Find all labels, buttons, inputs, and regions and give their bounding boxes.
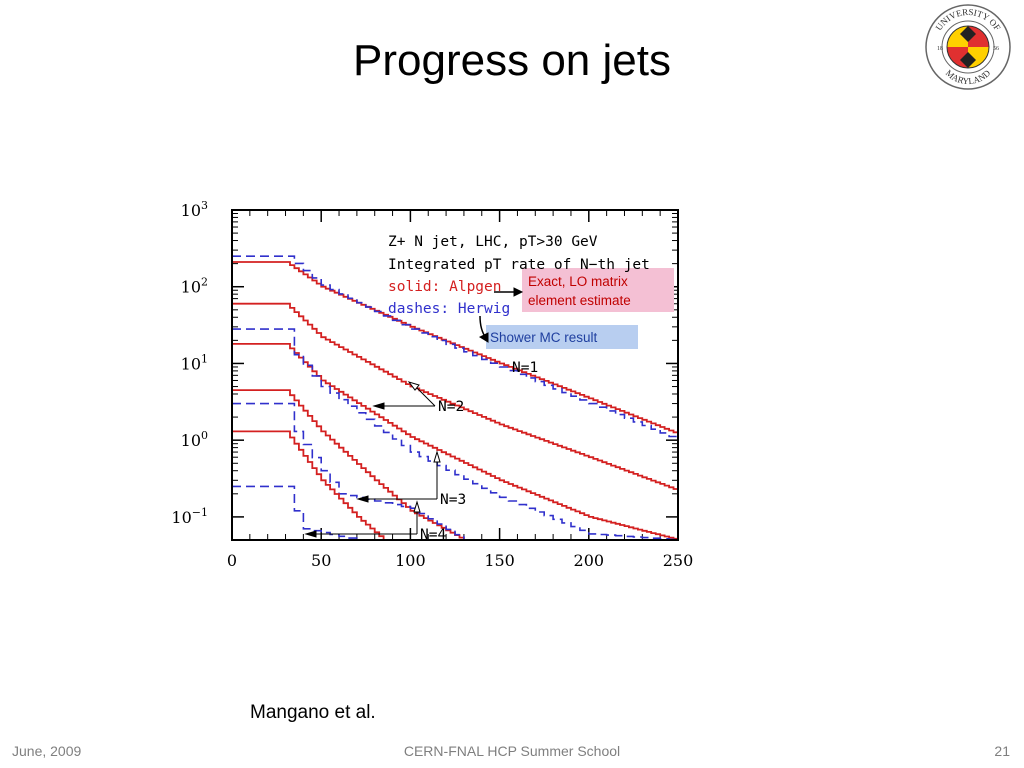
x-tick-label: 100 (395, 551, 426, 570)
series-line-dashed-1 (232, 255, 679, 441)
series-line-solid-3 (232, 343, 679, 540)
citation: Mangano et al. (250, 702, 376, 723)
footer-event: CERN-FNAL HCP Summer School (403, 743, 621, 759)
legend-solid: solid: Alpgen (388, 279, 502, 295)
x-tick-label: 50 (311, 551, 331, 570)
series-line-dashed-8 (232, 485, 393, 541)
university-of-maryland-seal-icon: UNIVERSITY OF MARYLAND 18 56 (925, 4, 1011, 90)
logo-year-left: 18 (937, 46, 943, 52)
series-line-solid-7 (232, 430, 385, 540)
pink-box-line-2: element estimate (528, 293, 631, 308)
blue-annotation-box (486, 325, 638, 349)
n2-label: N=2 (438, 399, 464, 415)
n3-label: N=3 (440, 492, 466, 508)
series-line-solid-5 (232, 389, 465, 540)
x-tick-label: 0 (227, 551, 237, 570)
chart-title-line-2: Integrated pT rate of N−th jet (388, 257, 650, 273)
annotation-arrows (304, 287, 524, 538)
y-tick-label: 102 (181, 276, 208, 297)
plot-background (232, 210, 678, 540)
x-tick-label: 250 (663, 551, 694, 570)
y-tick-labels: 10−1 100 101 102 103 (171, 199, 208, 527)
chart-title-line-1: Z+ N jet, LHC, pT>30 GeV (388, 234, 598, 250)
slide-title: Progress on jets (353, 36, 671, 85)
x-tick-label: 200 (574, 551, 605, 570)
legend-dashed: dashes: Herwig (388, 301, 510, 317)
y-tick-label: 10−1 (171, 506, 208, 527)
y-tick-label: 101 (181, 352, 208, 373)
y-tick-label: 103 (181, 199, 208, 220)
n1-label: N=1 (512, 360, 538, 376)
footer-date: June, 2009 (12, 743, 82, 759)
pink-box-line-1: Exact, LO matrix (528, 274, 628, 289)
y-tick-label: 100 (181, 429, 208, 450)
jet-rate-chart: 10−1 100 101 102 103 0 50 100 150 200 250 Z+ N je… (171, 199, 693, 570)
x-tick-labels: 0 50 100 150 200 250 (227, 551, 693, 570)
blue-box-label: Shower MC result (490, 330, 598, 345)
footer-page-number: 21 (994, 743, 1010, 759)
logo-year-right: 56 (993, 46, 999, 52)
plot-frame (231, 209, 679, 541)
series-line-solid-2 (232, 302, 679, 491)
series-line-dashed-4 (232, 328, 679, 541)
x-tick-label: 150 (484, 551, 515, 570)
pink-annotation-box (522, 268, 674, 312)
